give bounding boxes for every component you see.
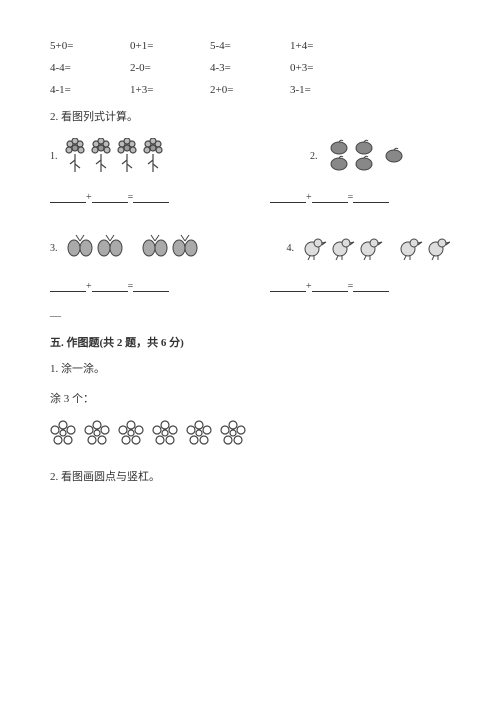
pumpkin-group-icon [324, 138, 414, 174]
blank-equation: += [270, 192, 450, 203]
equation-row-3: 4-1= 1+3= 2+0= 3-1= [50, 84, 450, 96]
eq-cell: 5+0= [50, 40, 130, 52]
butterfly-group-icon [64, 233, 204, 263]
flower-icon [64, 138, 86, 174]
picture-group-3: 3. [50, 233, 204, 263]
eq-cell: 5-4= [210, 40, 290, 52]
equation-row-2: 4-4= 2-0= 4-3= 0+3= [50, 62, 450, 74]
flower-icon [90, 138, 112, 174]
blank-row-2: += += [50, 281, 450, 292]
dash-text: — [50, 310, 450, 322]
eq-cell: 2+0= [210, 84, 290, 96]
question-2: 2. 看图画圆点与竖杠。 [50, 468, 450, 484]
eq-cell: 4-4= [50, 62, 130, 74]
eq-cell: 2-0= [130, 62, 210, 74]
flower-icon [142, 138, 164, 174]
flower-shape-row [50, 420, 450, 446]
pic-label-1: 1. [50, 151, 58, 162]
picture-group-2: 2. [310, 138, 450, 174]
eq-cell: 1+3= [130, 84, 210, 96]
outline-flower-icon [186, 420, 212, 446]
eq-cell: 0+1= [130, 40, 210, 52]
pic-label-3: 3. [50, 243, 58, 254]
chick-group-icon [300, 235, 450, 261]
outline-flower-icon [50, 420, 76, 446]
section-5-title: 五. 作图题(共 2 题，共 6 分) [50, 334, 450, 350]
blank-row-1: += += [50, 192, 450, 203]
picture-group-4: 4. [287, 233, 451, 263]
flower-icon [116, 138, 138, 174]
picture-row-2: 3. 4. [50, 233, 450, 263]
question-1: 1. 涂一涂。 [50, 360, 450, 376]
eq-cell: 4-3= [210, 62, 290, 74]
blank-equation: += [270, 281, 450, 292]
blank-equation: += [50, 192, 230, 203]
blank-equation: += [50, 281, 230, 292]
eq-cell: 1+4= [290, 40, 370, 52]
outline-flower-icon [152, 420, 178, 446]
picture-row-1: 1. 2. [50, 138, 450, 174]
eq-cell: 4-1= [50, 84, 130, 96]
instruction-2: 2. 看图列式计算。 [50, 108, 450, 124]
eq-cell: 3-1= [290, 84, 370, 96]
equation-row-1: 5+0= 0+1= 5-4= 1+4= [50, 40, 450, 52]
outline-flower-icon [220, 420, 246, 446]
pic-label-2: 2. [310, 151, 318, 162]
outline-flower-icon [84, 420, 110, 446]
eq-cell: 0+3= [290, 62, 370, 74]
picture-group-1: 1. [50, 138, 164, 174]
outline-flower-icon [118, 420, 144, 446]
pic-label-4: 4. [287, 243, 295, 254]
question-1-sub: 涂 3 个： [50, 390, 450, 406]
